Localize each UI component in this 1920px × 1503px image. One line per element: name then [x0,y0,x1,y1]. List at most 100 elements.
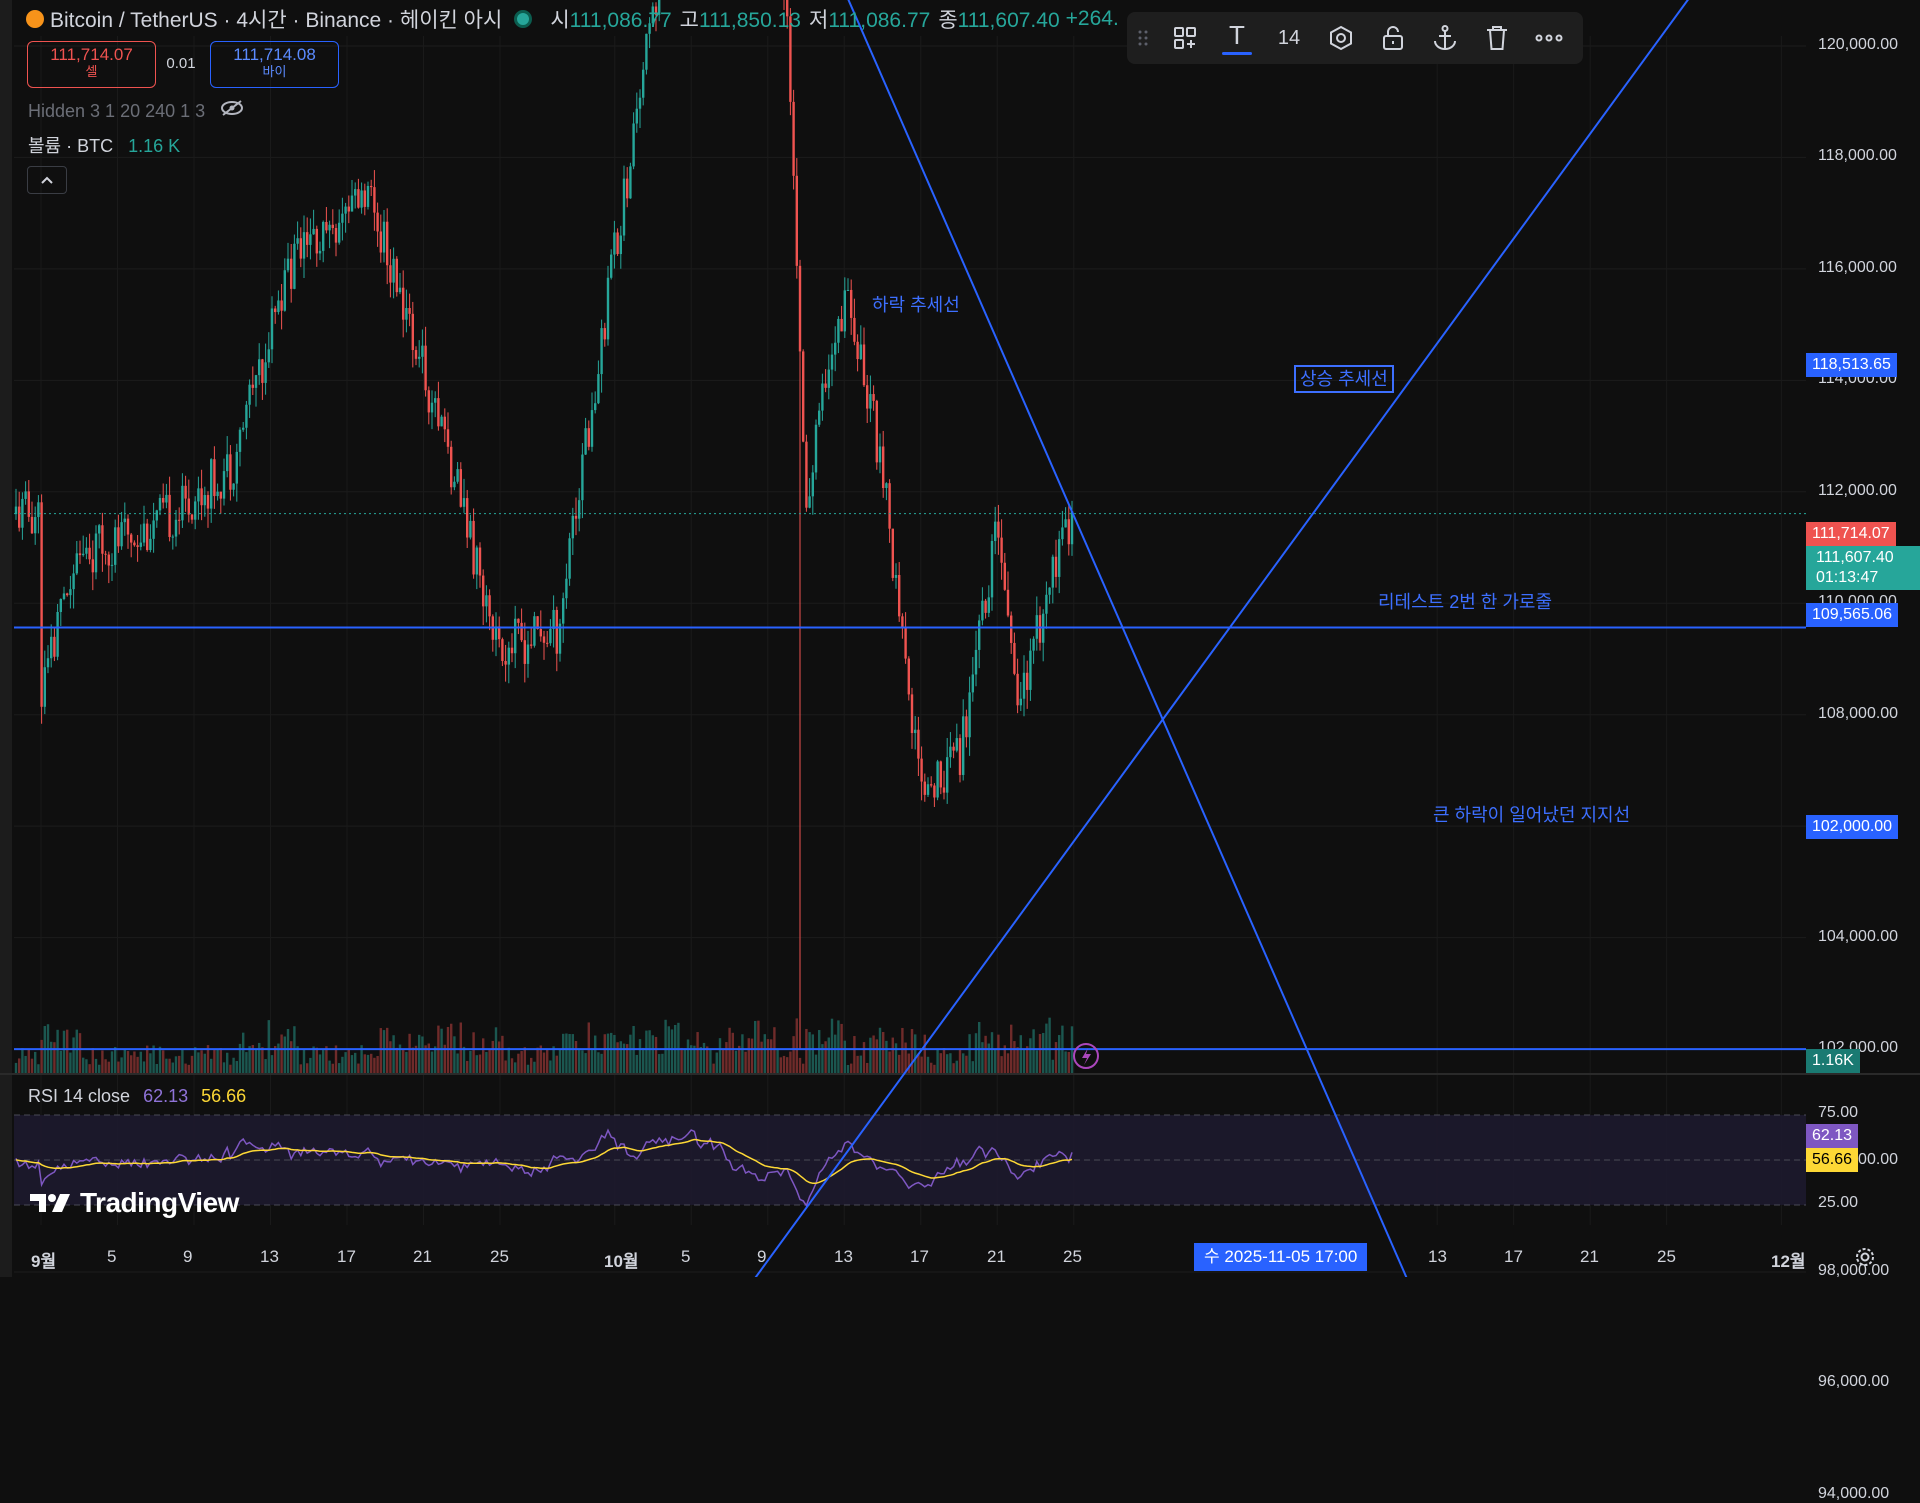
volume-bar [328,1061,330,1073]
time-axis-label: 25 [1063,1247,1082,1267]
volume-bar [882,1032,884,1073]
volume-bar [655,1037,657,1073]
chart-window[interactable]: Bitcoin / TetherUS · 4시간 · Binance · 헤이킨… [0,0,1920,1277]
settings-gear-icon[interactable] [1853,1245,1877,1274]
volume-bar [972,1061,974,1073]
volume-bar [60,1051,62,1073]
anchor-icon[interactable] [1419,12,1471,64]
volume-bar [892,1038,894,1073]
candle-body [796,176,798,266]
volume-bar [709,1049,711,1073]
volume-bar [290,1041,292,1073]
candle-body [72,573,74,589]
symbol-title[interactable]: Bitcoin / TetherUS · 4시간 · Binance · 헤이킨… [50,4,502,34]
buy-button[interactable]: 111,714.08 바이 [210,41,339,88]
volume-bar [242,1033,244,1073]
left-edge-strip [0,0,12,1277]
candle-body [981,601,983,621]
candle-body [319,251,321,254]
candle-body [127,519,129,535]
font-size-button[interactable]: 14 [1263,12,1315,64]
volume-bar [831,1019,833,1073]
rsi-value-tag: 62.13 [1806,1124,1858,1148]
hidden-indicator-label[interactable]: Hidden 3 1 20 240 1 3 [28,99,244,122]
retest-line-label[interactable]: 리테스트 2번 한 가로줄 [1378,588,1552,614]
volume-bar [376,1056,378,1073]
lock-icon[interactable] [1367,12,1419,64]
candle-body [520,623,522,640]
volume-bar [636,1055,638,1073]
candle-body [844,290,846,331]
eye-off-icon[interactable] [220,99,244,122]
volume-indicator-label[interactable]: 볼륨 · BTC 1.16 K [28,132,180,158]
candle-body [159,498,161,510]
volume-bar [652,1035,654,1073]
volume-bar [466,1061,468,1073]
volume-bar [805,1029,807,1073]
candle-body [885,483,887,488]
sell-button[interactable]: 111,714.07 셀 [27,41,156,88]
volume-bar [69,1053,71,1073]
tradingview-logo[interactable]: TradingView [30,1187,239,1219]
volume-bar [933,1065,935,1073]
volume-bar [988,1044,990,1073]
candle-body [98,525,100,533]
volume-bar [338,1063,340,1073]
candle-body [15,507,17,515]
candle-body [588,428,590,447]
volume-bar [18,1058,20,1073]
candle-body [50,637,52,658]
volume-bar [405,1052,407,1073]
volume-bar [188,1065,190,1073]
price-axis-tick: 94,000.00 [1818,1485,1889,1503]
volume-bar [495,1027,497,1073]
volume-bar [191,1056,193,1073]
volume-bar [1023,1049,1025,1073]
volume-bar [511,1058,513,1073]
candle-body [146,524,148,550]
candle-body [184,486,186,499]
candle-body [232,484,234,490]
candle-body [597,374,599,403]
volume-bar [901,1028,903,1073]
volume-bar [120,1057,122,1073]
drag-handle-icon[interactable] [1127,12,1159,64]
volume-bar [936,1048,938,1073]
candle-body [300,238,302,258]
time-axis-label: 17 [337,1247,356,1267]
candle-body [431,403,433,413]
candle-body [188,499,190,515]
volume-bar [572,1034,574,1073]
volume-bar [920,1057,922,1073]
time-axis-label: 13 [1428,1247,1447,1267]
collapse-button[interactable] [27,166,67,194]
trash-icon[interactable] [1471,12,1523,64]
volume-bar [828,1038,830,1073]
text-icon[interactable]: T [1211,12,1263,64]
uptrend-line-label[interactable]: 상승 추세선 [1294,365,1394,393]
candle-body [258,359,260,375]
bitcoin-icon[interactable] [26,10,44,28]
price-chart[interactable] [0,0,1920,1277]
downtrend-line-label[interactable]: 하락 추세선 [872,291,960,317]
volume-bar [876,1039,878,1073]
volume-bar [751,1039,753,1073]
more-icon[interactable] [1523,12,1575,64]
candle-body [453,482,455,488]
candle-body [92,559,94,572]
volume-bar [684,1048,686,1073]
volume-bar [725,1042,727,1073]
candle-body [620,236,622,255]
volume-bar [37,1064,39,1073]
volume-bar [581,1050,583,1073]
rsi-legend[interactable]: RSI 14 close 62.13 56.66 [28,1086,246,1107]
candle-body [21,499,23,528]
settings-icon[interactable] [1315,12,1367,64]
volume-bar [962,1053,964,1073]
candle-body [53,637,55,657]
volume-bar [248,1046,250,1073]
layout-icon[interactable] [1159,12,1211,64]
volume-bar [524,1047,526,1073]
price-axis-tick: 104,000.00 [1818,928,1898,946]
support-line-label[interactable]: 큰 하락이 일어났던 지지선 [1433,801,1630,827]
